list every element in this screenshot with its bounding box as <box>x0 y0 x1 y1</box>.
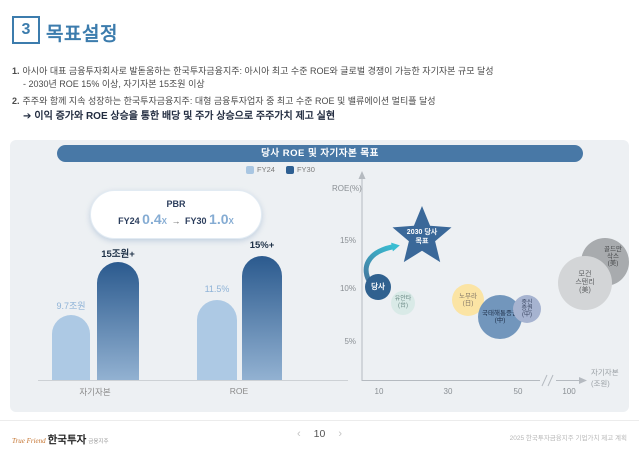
bar-fy24-roe <box>197 300 237 381</box>
x-tick-50: 50 <box>513 387 523 396</box>
pbr-arrow-icon: → <box>171 216 181 226</box>
prev-page-chevron-icon[interactable]: ‹ <box>296 428 301 440</box>
bubble-citic: 중신 증권 (中) <box>513 295 541 323</box>
bar-chart-axis-line <box>38 380 348 381</box>
x-tick-30: 30 <box>443 387 453 396</box>
bar-fy30-capital <box>97 262 139 381</box>
bar-label-fy30-roe: 15%+ <box>249 240 275 251</box>
chart-title-bar: 당사 ROE 및 자기자본 목표 <box>57 145 583 162</box>
pbr-values: FY24 0.4X → FY30 1.0X <box>91 211 261 227</box>
y-tick-5: 5% <box>344 337 356 346</box>
bar-fy30-roe <box>242 256 282 381</box>
bullet-1-subtext: - 2030년 ROE 15% 이상, 자기자본 15조원 이상 <box>23 79 205 89</box>
x-tick-100: 100 <box>562 387 576 396</box>
y-axis-arrow-icon <box>358 171 366 179</box>
pbr-fy30-value: 1.0 <box>209 211 229 227</box>
growth-arrowhead-icon <box>391 242 400 252</box>
slide-footer: True Friend 한국투자 금융지주 ‹ 10 › 2025 한국투자금융지주… <box>0 420 639 452</box>
chart-panel: 당사 ROE 및 자기자본 목표 FY24 FY30 PBR FY24 0.4X… <box>10 140 629 412</box>
pbr-fy30-label: FY30 <box>185 216 207 226</box>
conclusion-text: 이익 증가와 ROE 상승을 통한 배당 및 주가 상승으로 주주가치 제고 실… <box>34 111 336 122</box>
next-page-chevron-icon[interactable]: › <box>338 428 343 440</box>
bar-label-fy24-roe: 11.5% <box>204 284 230 294</box>
bar-category-roe: ROE <box>229 386 249 396</box>
bullet-2-text: 주주와 함께 지속 성장하는 한국투자금융지주: 대형 금융투자업자 중 최고 … <box>22 96 436 106</box>
legend-item-fy24: FY24 <box>246 165 275 174</box>
logo-script-text: True Friend <box>12 437 46 445</box>
x-tick-10: 10 <box>374 387 384 396</box>
conclusion-statement: ➔ 이익 증가와 ROE 상승을 통한 배당 및 주가 상승으로 주주가치 제고 … <box>23 107 335 122</box>
x-axis-arrow-icon <box>579 377 587 384</box>
bullet-1: 1. 아시아 대표 금융투자회사로 발돋움하는 한국투자금융지주: 아시아 최고 … <box>12 64 494 77</box>
page-number: 10 <box>313 428 326 440</box>
footer-caption: 2025 한국투자금융지주 기업가치 제고 계획 <box>509 435 627 442</box>
section-number-box: 3 <box>12 16 40 44</box>
bar-category-capital: 자기자본 <box>79 387 111 397</box>
pbr-callout: PBR FY24 0.4X → FY30 1.0X <box>90 190 262 239</box>
bullet-2: 2. 주주와 함께 지속 성장하는 한국투자금융지주: 대형 금융투자업자 중 최… <box>12 94 436 107</box>
bar-label-fy30-capital: 15조원+ <box>101 249 135 260</box>
page-title: 목표설정 <box>46 24 118 45</box>
scatter-axes-layer <box>358 171 587 387</box>
bar-fy24-capital <box>52 315 90 381</box>
target-star-icon <box>392 206 452 263</box>
pbr-fy24-value: 0.4 <box>142 211 162 227</box>
legend-label-fy24: FY24 <box>257 165 275 174</box>
bubble-morgan-stanley: 모건 스탠리 (美) <box>558 256 612 310</box>
bullet-1-text: 아시아 대표 금융투자회사로 발돋움하는 한국투자금융지주: 아시아 최고 수준… <box>22 66 494 76</box>
company-logo: True Friend 한국투자 금융지주 <box>12 430 109 448</box>
bubble-company: 당사 <box>365 274 391 300</box>
bubble-yuanta: 유안타 (台) <box>391 291 415 315</box>
arrow-right-icon: ➔ <box>23 111 32 122</box>
pbr-fy24-x: X <box>161 217 167 226</box>
y-tick-15: 15% <box>339 236 356 245</box>
target-star-label: 2030 당사 목표 <box>406 229 438 245</box>
bubble-goldman-sachs-label: 골드만 삭스 (美) <box>604 246 622 268</box>
pbr-title: PBR <box>166 199 186 209</box>
page-navigation: ‹ 10 › <box>297 428 342 440</box>
logo-suffix-text: 금융지주 <box>88 439 109 445</box>
bar-label-fy24-capital: 9.7조원 <box>56 301 86 311</box>
pbr-fy30-x: X <box>228 217 234 226</box>
chart-legend: FY24 FY30 <box>246 165 315 174</box>
legend-swatch-fy30-icon <box>285 165 294 174</box>
bullet-1-number: 1. <box>12 66 20 76</box>
x-axis-label: 자기자본 (조원) <box>591 368 619 388</box>
legend-swatch-fy24-icon <box>246 165 254 174</box>
logo-main-text: 한국투자 <box>47 434 87 446</box>
y-tick-10: 10% <box>339 284 356 293</box>
pbr-fy24-label: FY24 <box>118 216 140 226</box>
legend-label-fy30: FY30 <box>296 165 315 174</box>
legend-item-fy30: FY30 <box>285 165 315 174</box>
bullet-2-number: 2. <box>12 96 20 106</box>
y-axis-label: ROE(%) <box>332 184 362 193</box>
